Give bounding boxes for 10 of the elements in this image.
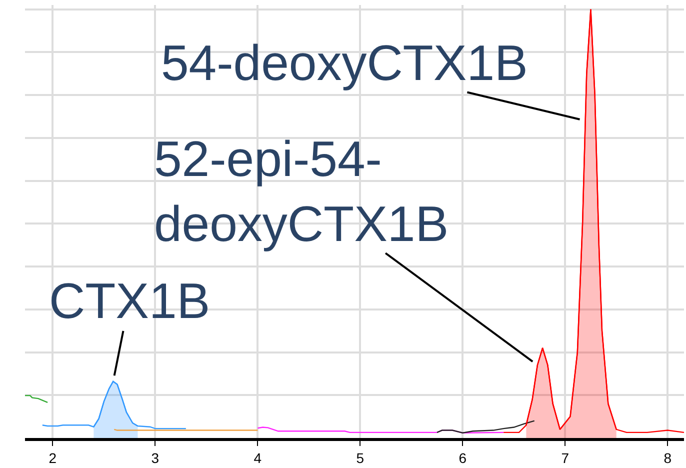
x-tick-label: 3 bbox=[151, 450, 160, 466]
x-tick-label: 6 bbox=[458, 450, 467, 466]
x-tick-label: 7 bbox=[561, 450, 570, 466]
x-tick-label: 2 bbox=[48, 450, 57, 466]
x-tick-label: 8 bbox=[664, 450, 672, 466]
annotation: 54-deoxyCTX1B bbox=[161, 35, 528, 91]
annotation: 52-epi-54- deoxyCTX1B bbox=[154, 131, 449, 252]
x-tick-label: 4 bbox=[254, 450, 262, 466]
annotation: CTX1B bbox=[49, 273, 210, 329]
x-tick-label: 5 bbox=[356, 450, 364, 466]
